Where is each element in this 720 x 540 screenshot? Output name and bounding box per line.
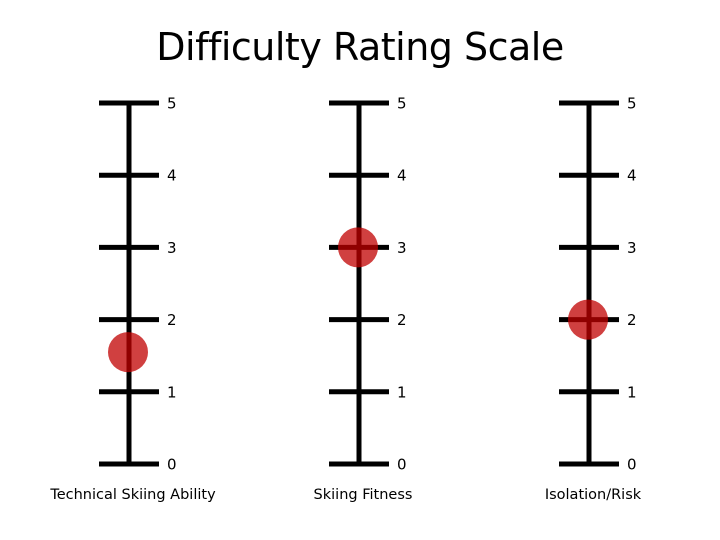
scale-tick-label: 1 (167, 383, 177, 401)
scale-tick-label: 5 (627, 95, 637, 113)
rating-scale-2: 0 1 2 3 4 5 Skiing Fitness (314, 95, 413, 504)
scale-caption: Skiing Fitness (314, 487, 413, 503)
scale-tick-label: 5 (167, 95, 177, 113)
rating-scale-1: 0 1 2 3 4 5 Technical Skiing Ability (49, 95, 216, 504)
scale-caption: Technical Skiing Ability (49, 487, 216, 503)
scale-tick-label: 3 (167, 239, 177, 257)
scale-tick-label: 0 (397, 456, 407, 474)
scale-tick-label: 0 (167, 456, 177, 474)
scale-tick-label: 3 (627, 239, 637, 257)
scale-tick-label: 2 (397, 311, 407, 329)
page-title: Difficulty Rating Scale (156, 25, 564, 69)
scale-tick-label: 4 (627, 167, 637, 185)
rating-scale-3: 0 1 2 3 4 5 Isolation/Risk (545, 95, 642, 504)
rating-marker (568, 299, 608, 340)
scale-tick-label: 0 (627, 456, 637, 474)
scale-tick-label: 3 (397, 239, 407, 257)
scale-tick-label: 4 (397, 167, 407, 185)
rating-marker (108, 332, 148, 373)
scale-tick-label: 4 (167, 167, 177, 185)
scale-caption: Isolation/Risk (545, 487, 642, 503)
scale-tick-label: 2 (627, 311, 637, 329)
scale-tick-label: 1 (397, 383, 407, 401)
scale-tick-label: 2 (167, 311, 177, 329)
scale-tick-label: 5 (397, 95, 407, 113)
rating-marker (338, 227, 378, 268)
scale-tick-label: 1 (627, 383, 637, 401)
